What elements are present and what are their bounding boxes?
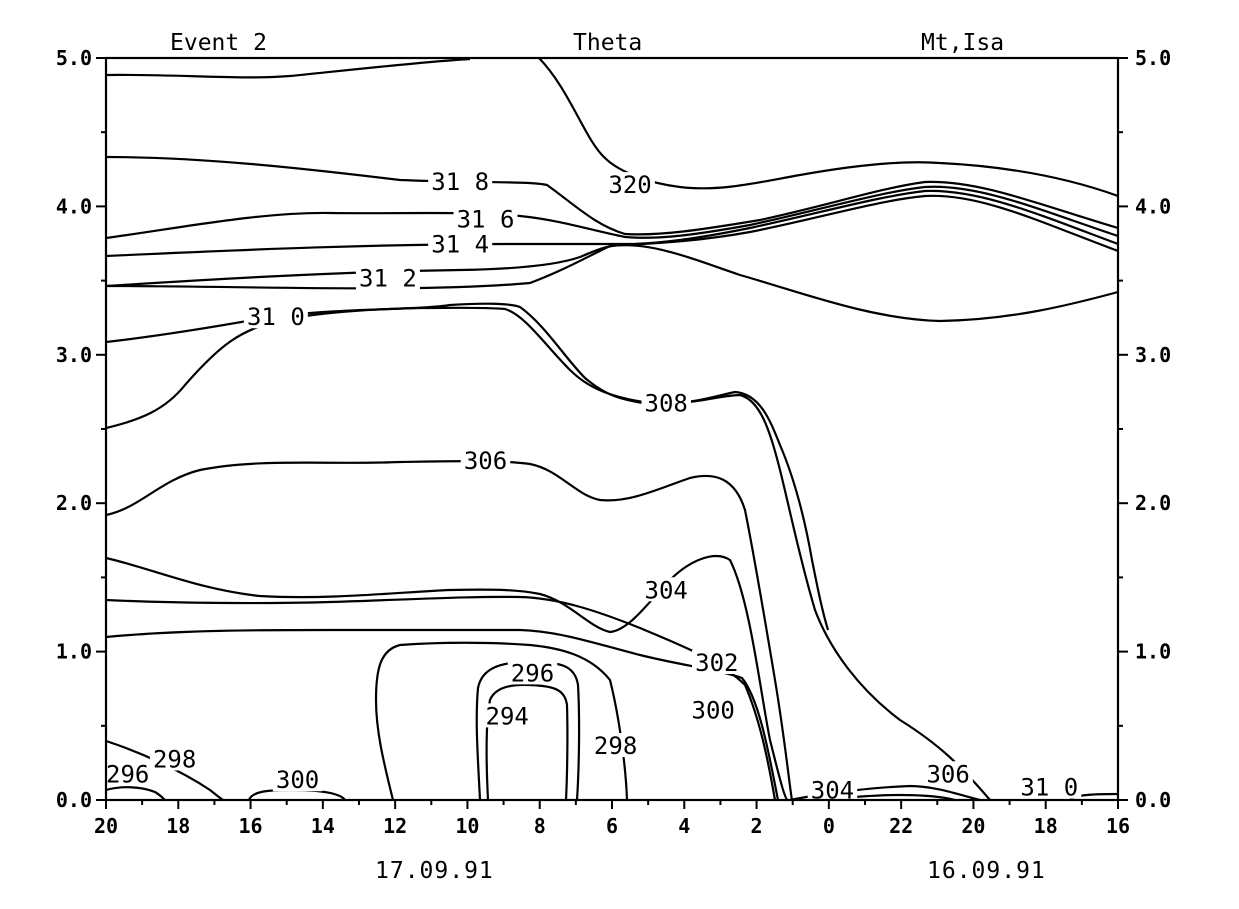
contour-level-label: 298: [153, 745, 196, 773]
contour-level-label: 300: [276, 766, 319, 794]
x-tick-label: 16: [1106, 814, 1130, 838]
contour-level-label: 31 6: [457, 205, 515, 233]
x-tick-label: 20: [94, 814, 118, 838]
x-tick-label: 18: [1034, 814, 1058, 838]
contour-line: [1069, 792, 1119, 801]
y-tick-label-left: 4.0: [56, 194, 92, 218]
contour-label-backdrop: [692, 649, 742, 674]
contour-label-backdrop: [243, 304, 308, 329]
contour-label-backdrop: [149, 746, 200, 771]
date-label-right: 16.09.91: [927, 858, 1046, 884]
contour-label-backdrop: [590, 733, 641, 758]
contour-line: [485, 683, 569, 801]
contour-level-label: 31 2: [359, 265, 417, 293]
contour-level-label: 31 4: [431, 231, 489, 259]
contour-line: [105, 595, 777, 801]
x-tick-label: 22: [889, 814, 913, 838]
contour-label-backdrop: [641, 390, 691, 415]
date-label-left: 17.09.91: [375, 858, 494, 884]
x-tick-label: 16: [239, 814, 263, 838]
contour-level-label: 308: [645, 389, 688, 417]
contour-label-backdrop: [102, 761, 153, 786]
contour-label-backdrop: [688, 697, 738, 722]
contour-level-label: 298: [594, 732, 637, 760]
contour-label-backdrop: [641, 577, 691, 602]
chart-title: Theta: [573, 30, 642, 56]
x-tick-label: 4: [678, 814, 690, 838]
contour-line: [105, 555, 789, 802]
x-tick-label: 12: [383, 814, 407, 838]
contour-label-backdrop: [507, 660, 558, 685]
contour-line: [105, 739, 224, 801]
contour-line: [105, 786, 166, 801]
y-tick-label-right: 4.0: [1135, 194, 1171, 218]
x-tick-label: 8: [534, 814, 546, 838]
contour-label-backdrop: [460, 448, 511, 473]
contour-line: [105, 460, 794, 801]
contour-line: [374, 641, 629, 801]
x-tick-label: 14: [311, 814, 335, 838]
contour-label-backdrop: [272, 767, 323, 792]
subtitle-right: Mt,Isa: [921, 30, 1004, 56]
x-tick-label: 18: [166, 814, 190, 838]
contour-level-label: 302: [695, 649, 738, 677]
contour-level-label: 294: [486, 702, 529, 730]
contour-level-label: 296: [106, 760, 149, 788]
contour-level-label: 31 0: [1020, 774, 1078, 802]
y-tick-label-left: 1.0: [56, 640, 92, 664]
contour-line: [538, 57, 1119, 198]
y-tick-label-left: 0.0: [56, 788, 92, 812]
y-tick-label-left: 3.0: [56, 343, 92, 367]
y-tick-label-right: 2.0: [1135, 491, 1171, 515]
contour-level-label: 320: [608, 171, 651, 199]
x-tick-label: 20: [961, 814, 985, 838]
contour-line: [105, 57, 471, 79]
x-tick-label: 2: [751, 814, 763, 838]
subtitle-left: Event 2: [170, 30, 267, 56]
contour-label-backdrop: [428, 169, 493, 194]
contour-level-label: 306: [464, 447, 507, 475]
contour-line: [105, 302, 830, 631]
contour-level-label: 31 0: [247, 303, 305, 331]
contour-label-backdrop: [923, 761, 973, 786]
y-tick-label-right: 3.0: [1135, 343, 1171, 367]
y-tick-label-right: 1.0: [1135, 640, 1171, 664]
contour-line: [105, 185, 1119, 240]
contour-label-backdrop: [453, 206, 518, 231]
contour-level-label: 296: [511, 659, 554, 687]
y-tick-label-left: 5.0: [56, 46, 92, 70]
y-tick-label-right: 0.0: [1135, 788, 1171, 812]
x-tick-label: 0: [823, 814, 835, 838]
x-axis: 20 18 16 14 12 10 8 6 4 2 0 22 20 18 16: [94, 800, 1130, 838]
contour-labels: 320 31 8 31 631 4 31 2 31 0 308 306 304 302 300 29…: [102, 168, 1082, 805]
contour-level-label: 31 8: [431, 168, 489, 196]
contour-level-label: 300: [692, 696, 735, 724]
contour-level-label: 304: [645, 576, 688, 604]
y-tick-label-left: 2.0: [56, 491, 92, 515]
y-tick-label-right: 5.0: [1135, 46, 1171, 70]
contour-line: [105, 628, 780, 801]
y-axis: 0.0 0.0 1.0 1.0 2.0 2.0 3.0 3.0 4.0 4.0 5.0 5.0: [56, 46, 1171, 812]
contour-level-label: 306: [926, 760, 969, 788]
contour-label-backdrop: [355, 265, 420, 290]
x-tick-label: 6: [606, 814, 618, 838]
contour-line: [105, 155, 1119, 236]
x-tick-label: 10: [455, 814, 479, 838]
contour-label-backdrop: [1017, 774, 1082, 799]
contour-label-backdrop: [605, 172, 655, 197]
contour-label-backdrop: [807, 777, 858, 802]
contour-label-backdrop: [428, 231, 493, 256]
contour-label-backdrop: [482, 703, 532, 728]
